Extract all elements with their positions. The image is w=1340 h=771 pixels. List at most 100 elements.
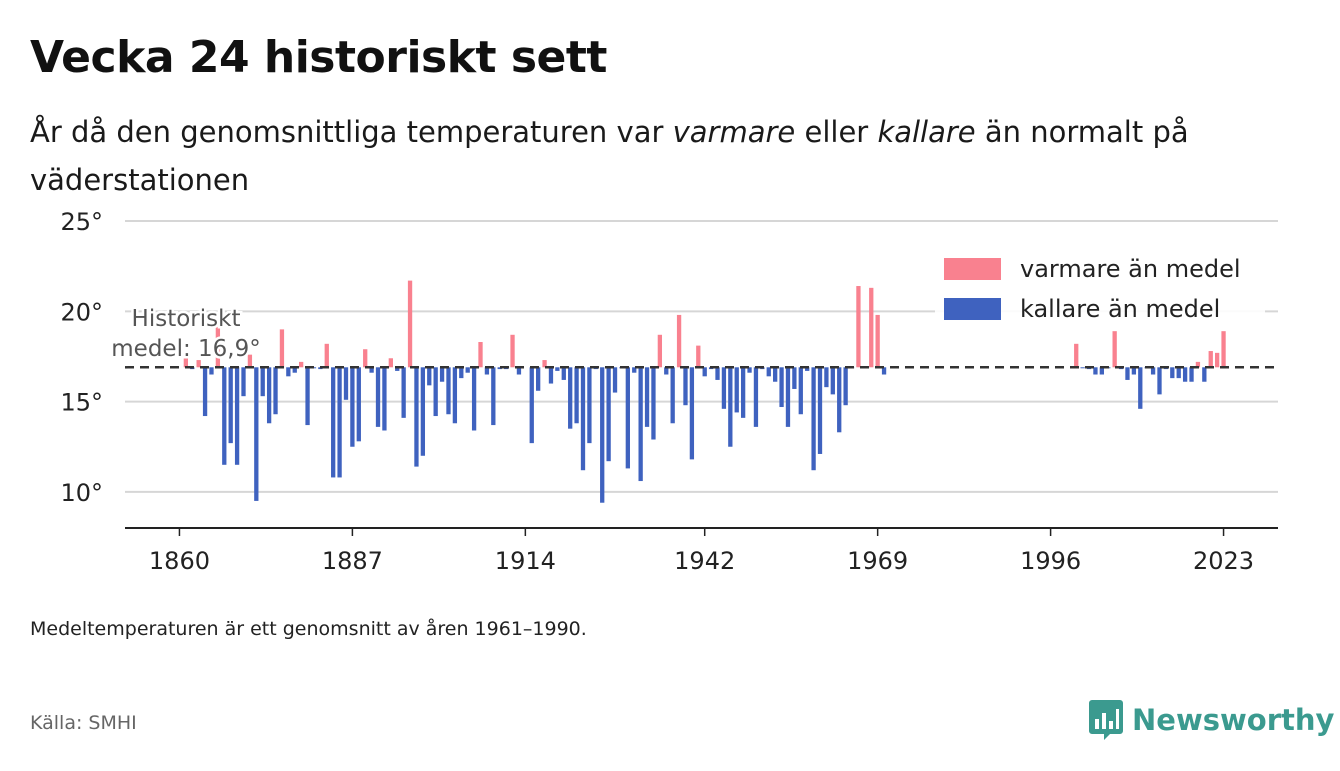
cold-bar (427, 367, 432, 386)
cold-bar (715, 367, 720, 380)
cold-bar (568, 367, 573, 429)
x-tick-label: 1860 (149, 547, 210, 575)
subtitle-warm-word: varmare (672, 115, 796, 149)
warm-bar (324, 343, 329, 368)
cold-bar (292, 367, 297, 373)
cold-bar (670, 367, 675, 424)
cold-bar (632, 367, 637, 373)
cold-bar (222, 367, 227, 465)
warm-bar (1074, 343, 1079, 368)
warm-bar (279, 329, 285, 368)
cold-bar (433, 367, 438, 417)
x-tick-label: 1969 (847, 547, 908, 575)
legend-swatch (944, 298, 1001, 320)
cold-bar (555, 367, 560, 371)
subtitle-text-end: än normalt på väderstationen (30, 115, 1189, 197)
cold-bar (734, 367, 739, 413)
cold-bar (580, 367, 586, 471)
average-label: Historiskt (132, 306, 241, 332)
cold-bar (497, 367, 502, 370)
cold-bar (689, 367, 695, 460)
warm-bar (856, 286, 861, 368)
x-tick-label: 1942 (674, 547, 735, 575)
cold-bar (651, 367, 656, 440)
warm-bar (696, 345, 701, 368)
cold-bar (491, 367, 496, 426)
warm-bar (183, 354, 189, 368)
y-tick-label: 20° (60, 298, 103, 326)
cold-bar (606, 367, 611, 462)
cold-bar (241, 367, 246, 397)
legend-swatch (944, 258, 1001, 280)
x-tick-label: 1996 (1020, 547, 1081, 575)
warm-bar (510, 334, 515, 368)
cold-bar (1189, 367, 1194, 382)
cold-bar (612, 367, 618, 393)
x-tick-label: 1914 (495, 547, 556, 575)
warm-bar (542, 360, 547, 368)
subtitle-cold-word: kallare (877, 115, 976, 149)
warm-bar (299, 361, 304, 368)
cold-bar (305, 367, 310, 426)
warm-bar (1221, 331, 1226, 368)
warm-bar (657, 334, 663, 368)
warm-bar (407, 280, 413, 368)
x-tick-label: 2023 (1193, 547, 1254, 575)
warm-bar (676, 314, 682, 368)
cold-bar (369, 367, 374, 373)
cold-bar (600, 367, 605, 503)
y-tick-label: 25° (60, 208, 103, 236)
cold-bar (785, 367, 791, 427)
warm-bar (196, 360, 201, 368)
cold-bar (740, 367, 746, 418)
temperature-bar-chart: 10° 15° 20° 25° varmare än medel kallare än m… (60, 208, 1278, 575)
cold-bar (561, 367, 566, 380)
cold-bar (817, 367, 823, 454)
cold-bar (721, 367, 727, 409)
warm-bar (478, 342, 483, 368)
cold-bar (401, 367, 406, 418)
chart-subtitle: År då den genomsnittliga temperaturen va… (30, 108, 1270, 204)
cold-bar (260, 367, 265, 397)
cold-bar (439, 367, 445, 382)
x-tick-label: 1887 (322, 547, 383, 575)
cold-bar (798, 367, 803, 415)
legend-label: varmare än medel (1020, 255, 1241, 283)
y-tick-label: 15° (60, 389, 103, 417)
cold-bar (529, 367, 534, 444)
cold-bar (766, 367, 771, 377)
cold-bar (356, 367, 361, 442)
warm-bar (247, 354, 253, 368)
cold-bar (414, 367, 419, 467)
cold-bar (1202, 367, 1207, 382)
warm-bar (869, 287, 874, 368)
cold-bar (234, 367, 240, 465)
warm-bar (1214, 352, 1220, 368)
cold-bar (753, 367, 759, 427)
cold-bar (811, 367, 816, 471)
cold-bar (516, 367, 522, 375)
cold-bar (843, 367, 848, 406)
chart-title: Vecka 24 historiskt sett (30, 32, 607, 83)
cold-bar (747, 367, 752, 373)
cold-bar (728, 367, 733, 447)
warm-bar (875, 314, 880, 368)
average-label: medel: 16,9° (111, 336, 260, 362)
cold-bar (1131, 367, 1137, 375)
cold-bar (824, 367, 829, 388)
cold-bar (202, 367, 208, 417)
subtitle-text-mid: eller (795, 115, 878, 149)
cold-bar (773, 367, 778, 382)
cold-bar (337, 367, 342, 478)
cold-bar (1157, 367, 1162, 395)
cold-bar (1176, 367, 1181, 379)
cold-bar (536, 367, 541, 391)
warm-bar (215, 323, 221, 368)
brand-name: Newsworthy (1132, 703, 1335, 737)
legend-label: kallare än medel (1020, 295, 1220, 323)
cold-bar (830, 367, 835, 395)
cold-bar (1150, 367, 1156, 375)
source-credit: Källa: SMHI (30, 712, 137, 734)
cold-bar (286, 367, 291, 377)
subtitle-text-start: År då den genomsnittliga temperaturen va… (30, 115, 673, 149)
